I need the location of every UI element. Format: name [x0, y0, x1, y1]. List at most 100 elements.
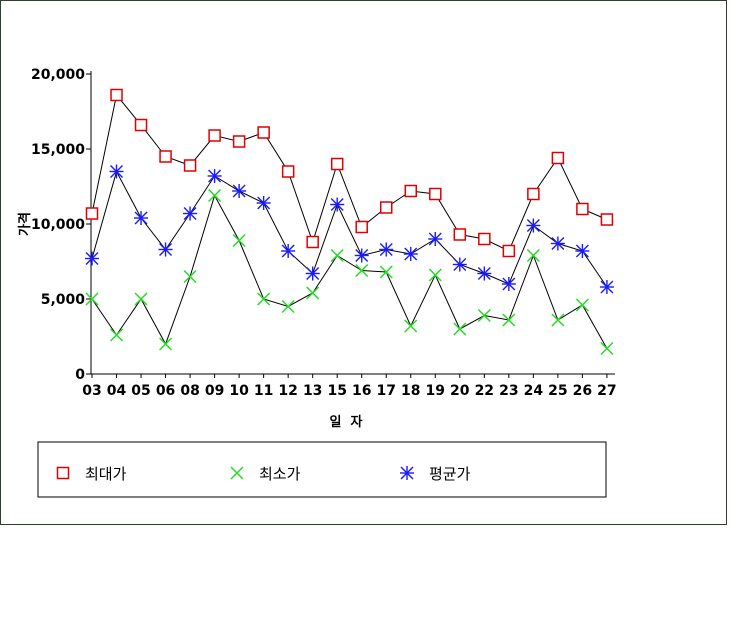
marker-square-shape	[404, 184, 418, 198]
marker-x-stroke	[183, 269, 197, 284]
x-tick-label: 27	[597, 383, 616, 399]
marker-square-shape	[56, 466, 70, 480]
marker-square-shape	[576, 202, 589, 216]
x-tick-label: 04	[107, 383, 127, 399]
data-point-min	[257, 292, 271, 306]
marker-x-stroke	[502, 313, 516, 327]
data-point-max	[159, 150, 172, 163]
data-point-avg	[85, 251, 99, 266]
x-tick-label: 11	[254, 383, 273, 399]
x-tick-label: 25	[548, 383, 567, 399]
data-point-avg	[550, 236, 565, 251]
data-point-max	[502, 244, 516, 258]
data-point-max	[110, 88, 123, 102]
x-tick-label: 20	[450, 383, 470, 399]
data-point-max	[576, 202, 589, 216]
legend-marker-min	[230, 466, 244, 480]
data-point-avg	[379, 242, 394, 257]
data-point-max	[379, 201, 393, 214]
marker-x-stroke	[575, 298, 589, 312]
marker-x-stroke	[306, 286, 320, 300]
data-point-min	[183, 269, 197, 284]
series-min	[85, 188, 614, 356]
x-tick-label: 05	[131, 383, 150, 399]
data-point-min	[477, 308, 491, 323]
marker-x-stroke	[257, 292, 271, 306]
x-tick-label: 24	[524, 383, 544, 399]
y-tick-label: 0	[75, 367, 85, 383]
data-point-max	[208, 129, 221, 142]
legend-label-avg: 평균가	[429, 465, 471, 483]
data-point-min	[575, 298, 589, 312]
data-point-min	[453, 322, 467, 336]
y-tick-label: 15,000	[31, 142, 85, 158]
data-point-avg	[109, 164, 124, 179]
y-tick-labels: 0 5,000 10,000 15,000 20,000	[31, 67, 85, 383]
legend-label-min: 최소가	[259, 465, 301, 483]
data-point-max	[551, 151, 565, 165]
data-point-max	[257, 126, 270, 139]
marker-square-shape	[306, 235, 319, 249]
marker-x-stroke	[109, 328, 124, 342]
data-point-min	[306, 286, 320, 300]
x-tick-label: 09	[205, 383, 224, 399]
data-point-min	[355, 263, 369, 278]
marker-square-shape	[502, 244, 516, 258]
data-point-min	[159, 337, 173, 351]
data-point-avg	[477, 266, 492, 281]
axes	[86, 71, 615, 378]
data-point-avg	[526, 218, 541, 233]
data-point-avg	[575, 244, 590, 258]
data-point-min	[551, 313, 565, 327]
data-point-avg	[354, 248, 369, 263]
data-point-min	[428, 268, 442, 282]
legend-marker-avg	[400, 466, 414, 480]
data-point-avg	[452, 257, 467, 272]
legend-marker-max	[56, 466, 70, 480]
data-point-avg	[330, 197, 345, 212]
x-tick-label: 06	[156, 383, 175, 399]
y-tick-label: 20,000	[31, 67, 85, 83]
marker-x-stroke	[230, 466, 244, 480]
x-tick-label: 15	[327, 383, 346, 399]
marker-square-shape	[551, 151, 565, 165]
marker-square-shape	[208, 129, 221, 142]
data-point-min	[404, 319, 418, 333]
data-point-min	[109, 328, 124, 342]
data-point-min	[85, 292, 99, 306]
data-point-avg	[134, 211, 149, 225]
marker-square-shape	[110, 88, 123, 102]
marker-x-stroke	[600, 341, 614, 356]
x-tick-label: 23	[499, 383, 518, 399]
marker-x-stroke	[330, 248, 344, 263]
marker-x-stroke	[428, 268, 442, 282]
x-axis-title: 일 자	[330, 415, 363, 430]
data-point-max	[453, 228, 467, 241]
data-point-avg	[305, 266, 320, 281]
marker-square-shape	[330, 157, 344, 171]
series-group	[85, 88, 614, 356]
data-point-avg	[256, 196, 271, 210]
legend-label-max: 최대가	[85, 465, 127, 483]
legend: 최대가 최소가 평균가	[37, 441, 607, 498]
data-point-max	[306, 235, 319, 249]
data-point-avg	[232, 184, 247, 198]
x-tick-label: 12	[278, 383, 297, 399]
marker-square-shape	[429, 187, 442, 201]
marker-square-shape	[478, 232, 491, 246]
series-max	[85, 88, 614, 258]
x-tick-labels: 03 04 05 06 08 09 10 11 12 13 15 16 17 18 19 20 22 23 24 25…	[82, 383, 616, 399]
x-tick-label: 18	[401, 383, 420, 399]
x-tick-label: 26	[573, 383, 592, 399]
marker-square-shape	[134, 118, 148, 132]
marker-x-stroke	[208, 188, 222, 203]
y-tick-label: 10,000	[31, 217, 85, 233]
data-point-max	[183, 159, 197, 172]
marker-x-stroke	[551, 313, 565, 327]
marker-x-stroke	[281, 299, 295, 314]
data-point-avg	[403, 247, 418, 261]
data-point-min	[134, 292, 148, 306]
data-point-avg	[501, 277, 516, 291]
data-point-avg	[281, 244, 296, 258]
marker-x-stroke	[159, 337, 173, 351]
